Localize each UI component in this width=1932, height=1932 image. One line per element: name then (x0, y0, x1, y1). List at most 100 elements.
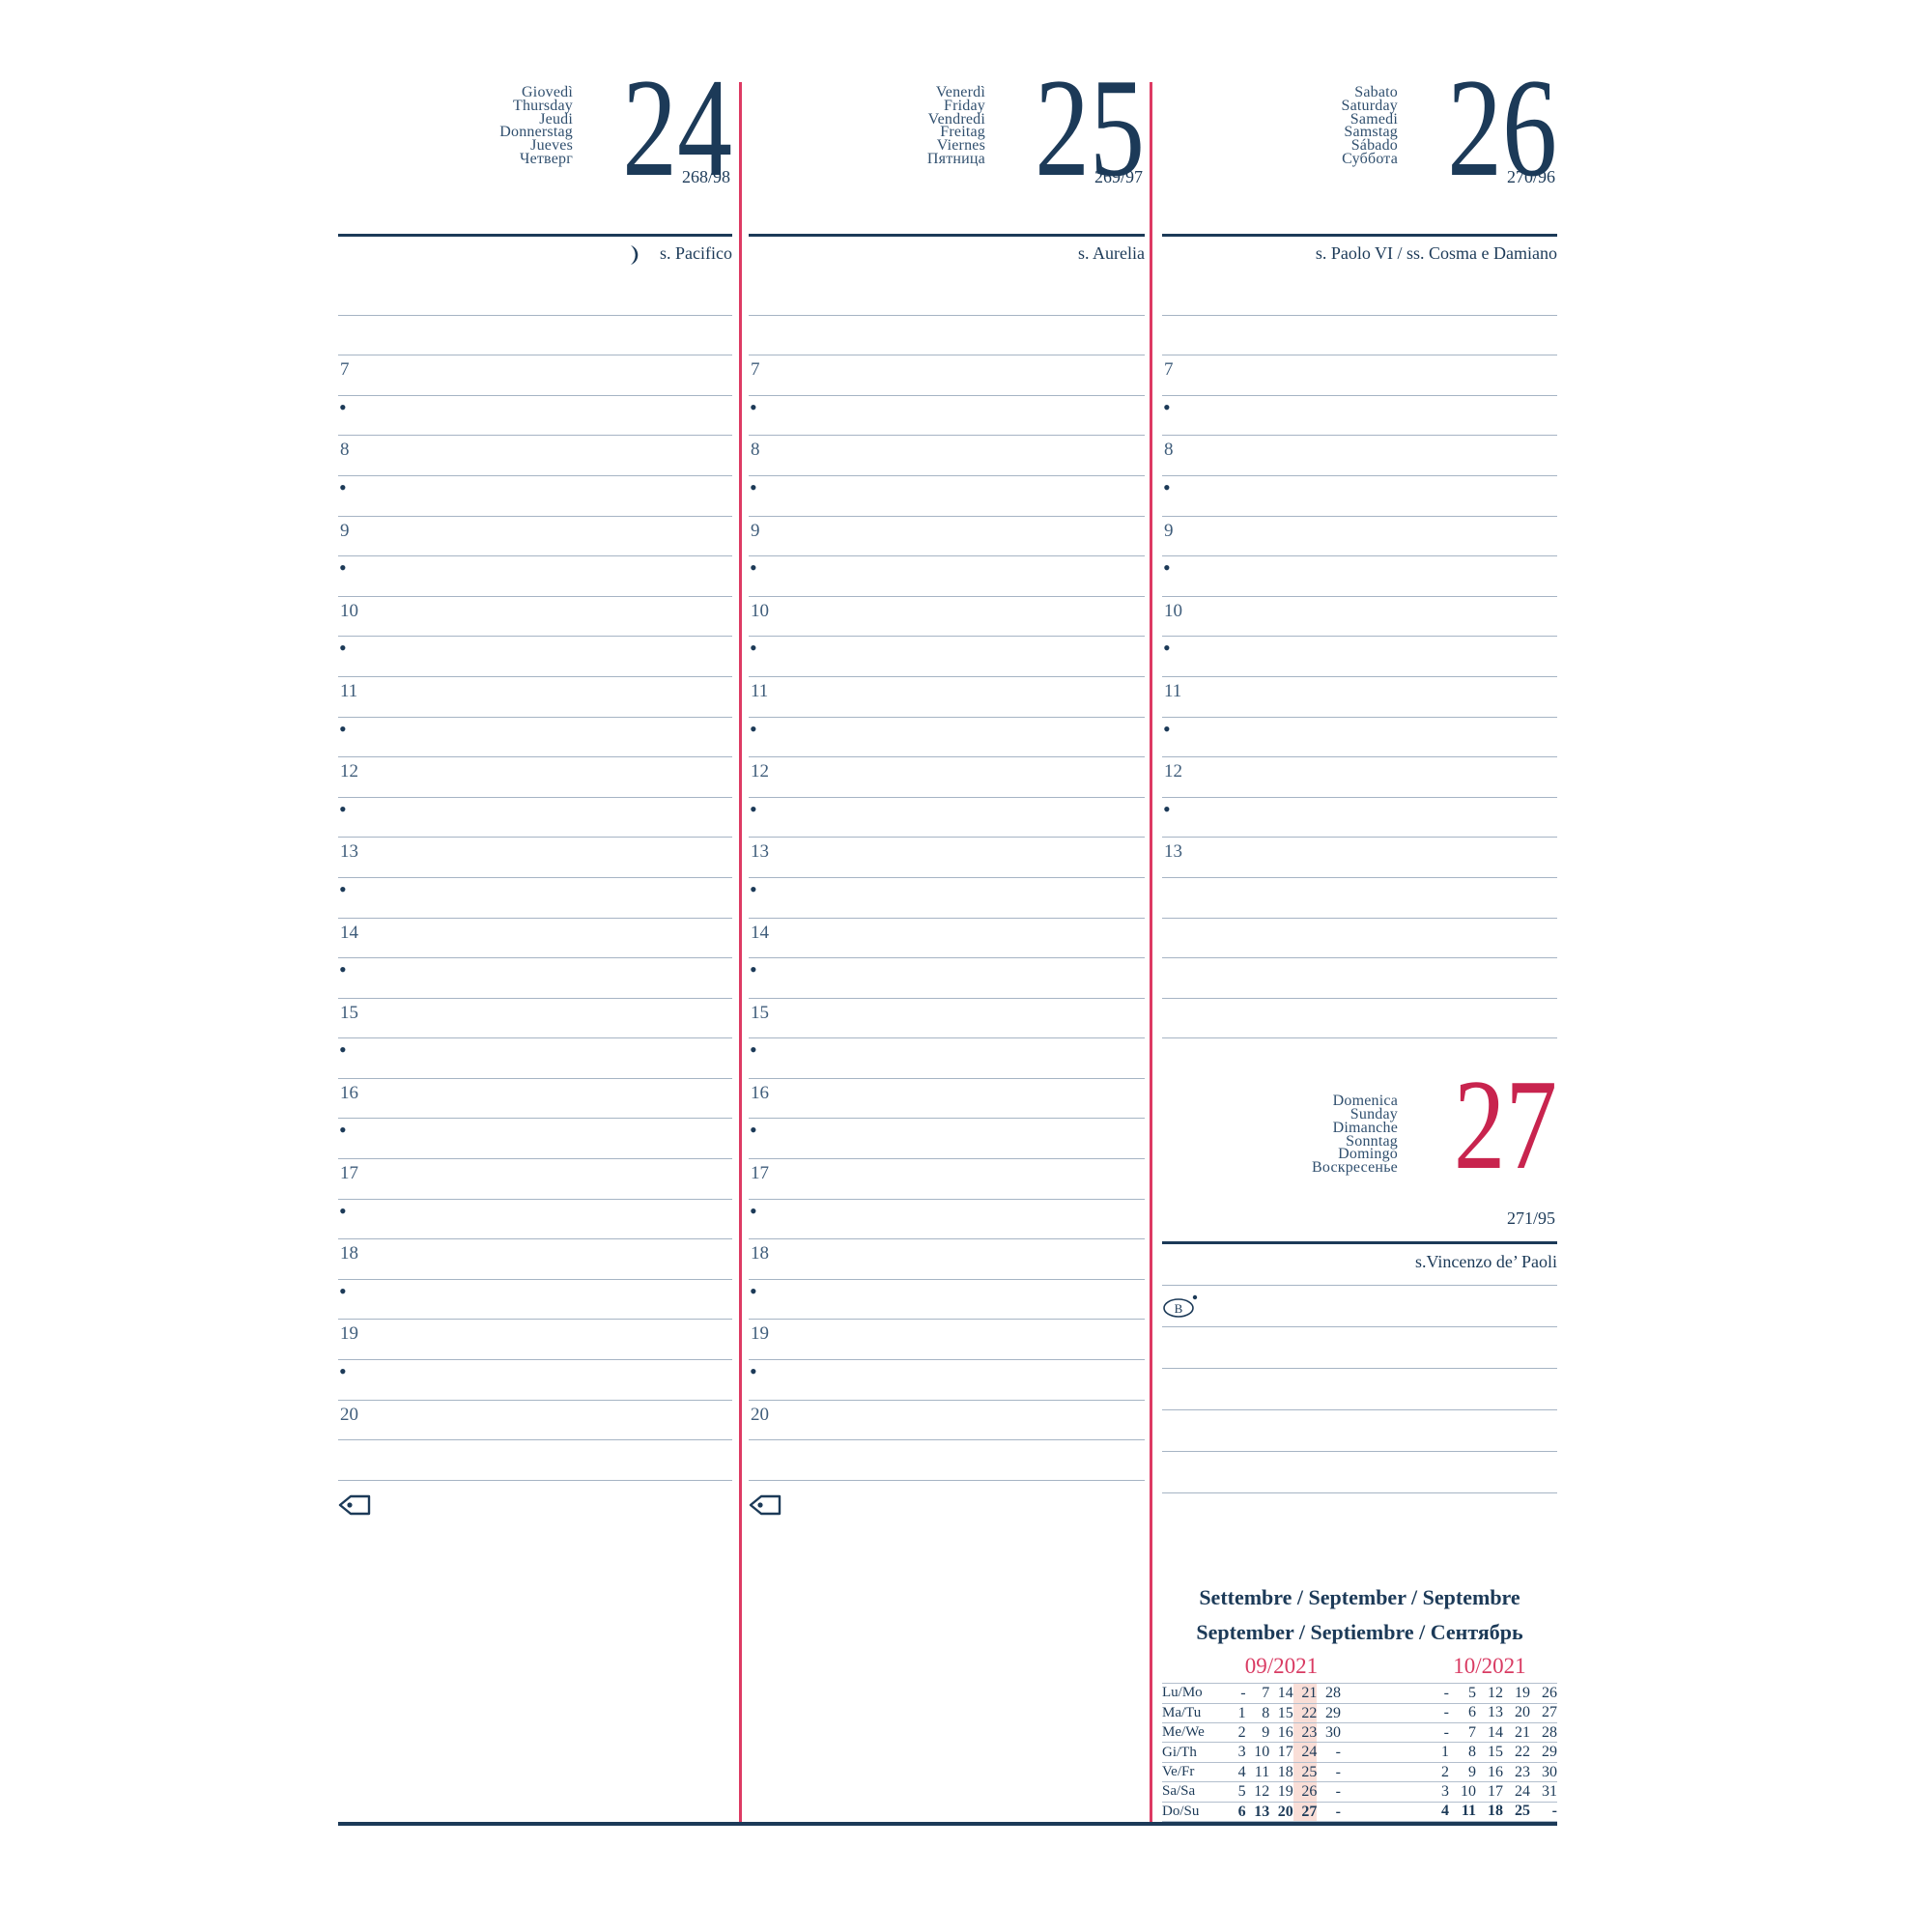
calendar-cell: - (1443, 1684, 1449, 1701)
hour-label: 9 (340, 520, 350, 541)
hour-label: 18 (751, 1243, 769, 1264)
hour-label: 15 (340, 1002, 358, 1023)
half-hour-bullet: • (1163, 555, 1171, 581)
hour-label: 14 (751, 922, 769, 943)
calendar-cell: 8 (1467, 1744, 1476, 1761)
calendar-cell: 18 (1277, 1763, 1293, 1780)
half-hour-row: • (749, 556, 1145, 597)
calendar-cell: 29 (1324, 1704, 1341, 1721)
hour-row-18: 18 (749, 1239, 1145, 1280)
column-divider-line (739, 82, 742, 1824)
calendar-cell: 4 (1237, 1763, 1246, 1780)
calendar-cell-current-week: 21 (1293, 1684, 1318, 1703)
calendar-row-ve-fr: Ve/Fr 4 11 18 25- 2 9 16 23 30 (1162, 1762, 1557, 1783)
day-name-line: Пятница (926, 150, 985, 167)
day-ordinal-27: 271/95 (1506, 1208, 1555, 1229)
saint-name: s.Vincenzo de’ Paoli (1414, 1252, 1557, 1272)
b-circle-icon: B (1163, 1295, 1198, 1319)
hour-label: 11 (1164, 680, 1182, 701)
calendar-cell: 22 (1514, 1744, 1530, 1761)
half-hour-bullet: • (339, 1198, 347, 1223)
day-number-25: 25 (1035, 49, 1145, 206)
day-name-line: Jueves (530, 137, 573, 155)
half-hour-bullet: • (750, 555, 757, 581)
calendar-row-lu-mo: Lu/Mo -7 14 21 28-5 12 19 26 (1162, 1684, 1557, 1704)
hour-row-20: 20 (338, 1401, 732, 1441)
day-name-line: Суббота (1342, 150, 1398, 167)
hour-row-11: 11 (749, 677, 1145, 718)
day-name-line: Domenica (1332, 1093, 1398, 1110)
hour-row-11: 11 (1162, 677, 1557, 718)
note-line (1162, 1410, 1557, 1453)
calendar-cell: 15 (1487, 1744, 1503, 1761)
day-ordinal-26: 270/96 (1506, 167, 1555, 186)
month-label-october: 10/2021 (1453, 1654, 1526, 1679)
half-hour-row: • (749, 476, 1145, 517)
hour-label: 7 (751, 359, 760, 381)
half-hour-bullet: • (750, 796, 757, 821)
hour-row-12: 12 (338, 757, 732, 798)
calendar-cell: 20 (1514, 1704, 1530, 1721)
day-name-line: Воскресенье (1311, 1159, 1398, 1177)
half-hour-row: • (749, 637, 1145, 677)
half-hour-bullet: • (339, 394, 347, 419)
half-hour-bullet: • (1163, 474, 1171, 499)
hour-label: 16 (340, 1082, 358, 1103)
calendar-cell: 2 (1440, 1763, 1449, 1780)
calendar-day-label: Do/Su (1162, 1803, 1200, 1819)
hour-label: 17 (340, 1163, 358, 1184)
hour-row-9: 9 (1162, 517, 1557, 557)
note-line: B (1162, 1286, 1557, 1328)
calendar-row-gi-th: Gi/Th 3 10 17 24- 1 8 15 22 29 (1162, 1743, 1557, 1763)
schedule-rows-24: 7 • 8 • 9 • 10 • 11 • 12 • 13 • 14 • 15 • 16 • 17 • 18 • 19 • 20 (338, 275, 732, 1481)
note-line (749, 275, 1145, 316)
calendar-cell: 31 (1541, 1782, 1557, 1800)
calendar-cell: 8 (1262, 1704, 1270, 1721)
calendar-month-labels: 09/2021 10/2021 (1162, 1652, 1557, 1679)
calendar-cell: 28 (1324, 1685, 1341, 1702)
half-hour-row: • (338, 1360, 732, 1401)
half-hour-row: • (749, 1038, 1145, 1079)
day-name-line: Vendredi (927, 110, 985, 128)
day-number-24: 24 (622, 49, 732, 206)
half-hour-bullet: • (339, 957, 347, 982)
half-hour-row: • (1162, 396, 1557, 437)
calendar-cell: 16 (1277, 1724, 1293, 1742)
half-hour-row: • (338, 1200, 732, 1240)
day-names-24: Giovedì Thursday Jeudi Donnerstag Jueves Четв… (499, 85, 573, 167)
calendar-cell: 10 (1460, 1782, 1476, 1800)
calendar-cell: 9 (1262, 1724, 1270, 1742)
saint-row-25: s. Aurelia (749, 237, 1145, 275)
half-hour-row: • (1162, 637, 1557, 677)
hour-row-9: 9 (338, 517, 732, 557)
hour-label: 11 (751, 680, 769, 701)
calendar-cell: - (1443, 1723, 1449, 1741)
day-name-line: Friday (944, 97, 985, 114)
half-hour-bullet: • (339, 555, 347, 581)
half-hour-bullet: • (339, 796, 347, 821)
hour-row-10: 10 (1162, 597, 1557, 638)
hour-label: 7 (1164, 359, 1174, 381)
hour-label: 12 (340, 761, 358, 782)
calendar-cell: 12 (1487, 1684, 1503, 1701)
day-name-line: Jeudi (539, 110, 573, 128)
half-hour-row: • (1162, 798, 1557, 838)
hour-row-18: 18 (338, 1239, 732, 1280)
hour-row-16: 16 (338, 1079, 732, 1120)
calendar-cell: - (1335, 1744, 1341, 1761)
hour-label: 10 (751, 600, 769, 621)
month-label-september: 09/2021 (1244, 1654, 1319, 1679)
hour-row-15: 15 (338, 999, 732, 1039)
half-hour-row: • (338, 476, 732, 517)
day-name-line: Sábado (1350, 137, 1398, 155)
hour-row-19: 19 (338, 1320, 732, 1361)
hour-label: 18 (340, 1243, 358, 1264)
weekday-column-thursday-24: Giovedì Thursday Jeudi Donnerstag Jueves Четв… (338, 57, 732, 1523)
half-hour-bullet: • (339, 474, 347, 499)
half-hour-row: • (749, 1119, 1145, 1160)
day-name-line: Sabato (1354, 84, 1398, 100)
day-name-line: Venerdì (935, 84, 985, 100)
half-hour-row: • (1162, 556, 1557, 597)
calendar-day-label: Sa/Sa (1162, 1783, 1196, 1800)
